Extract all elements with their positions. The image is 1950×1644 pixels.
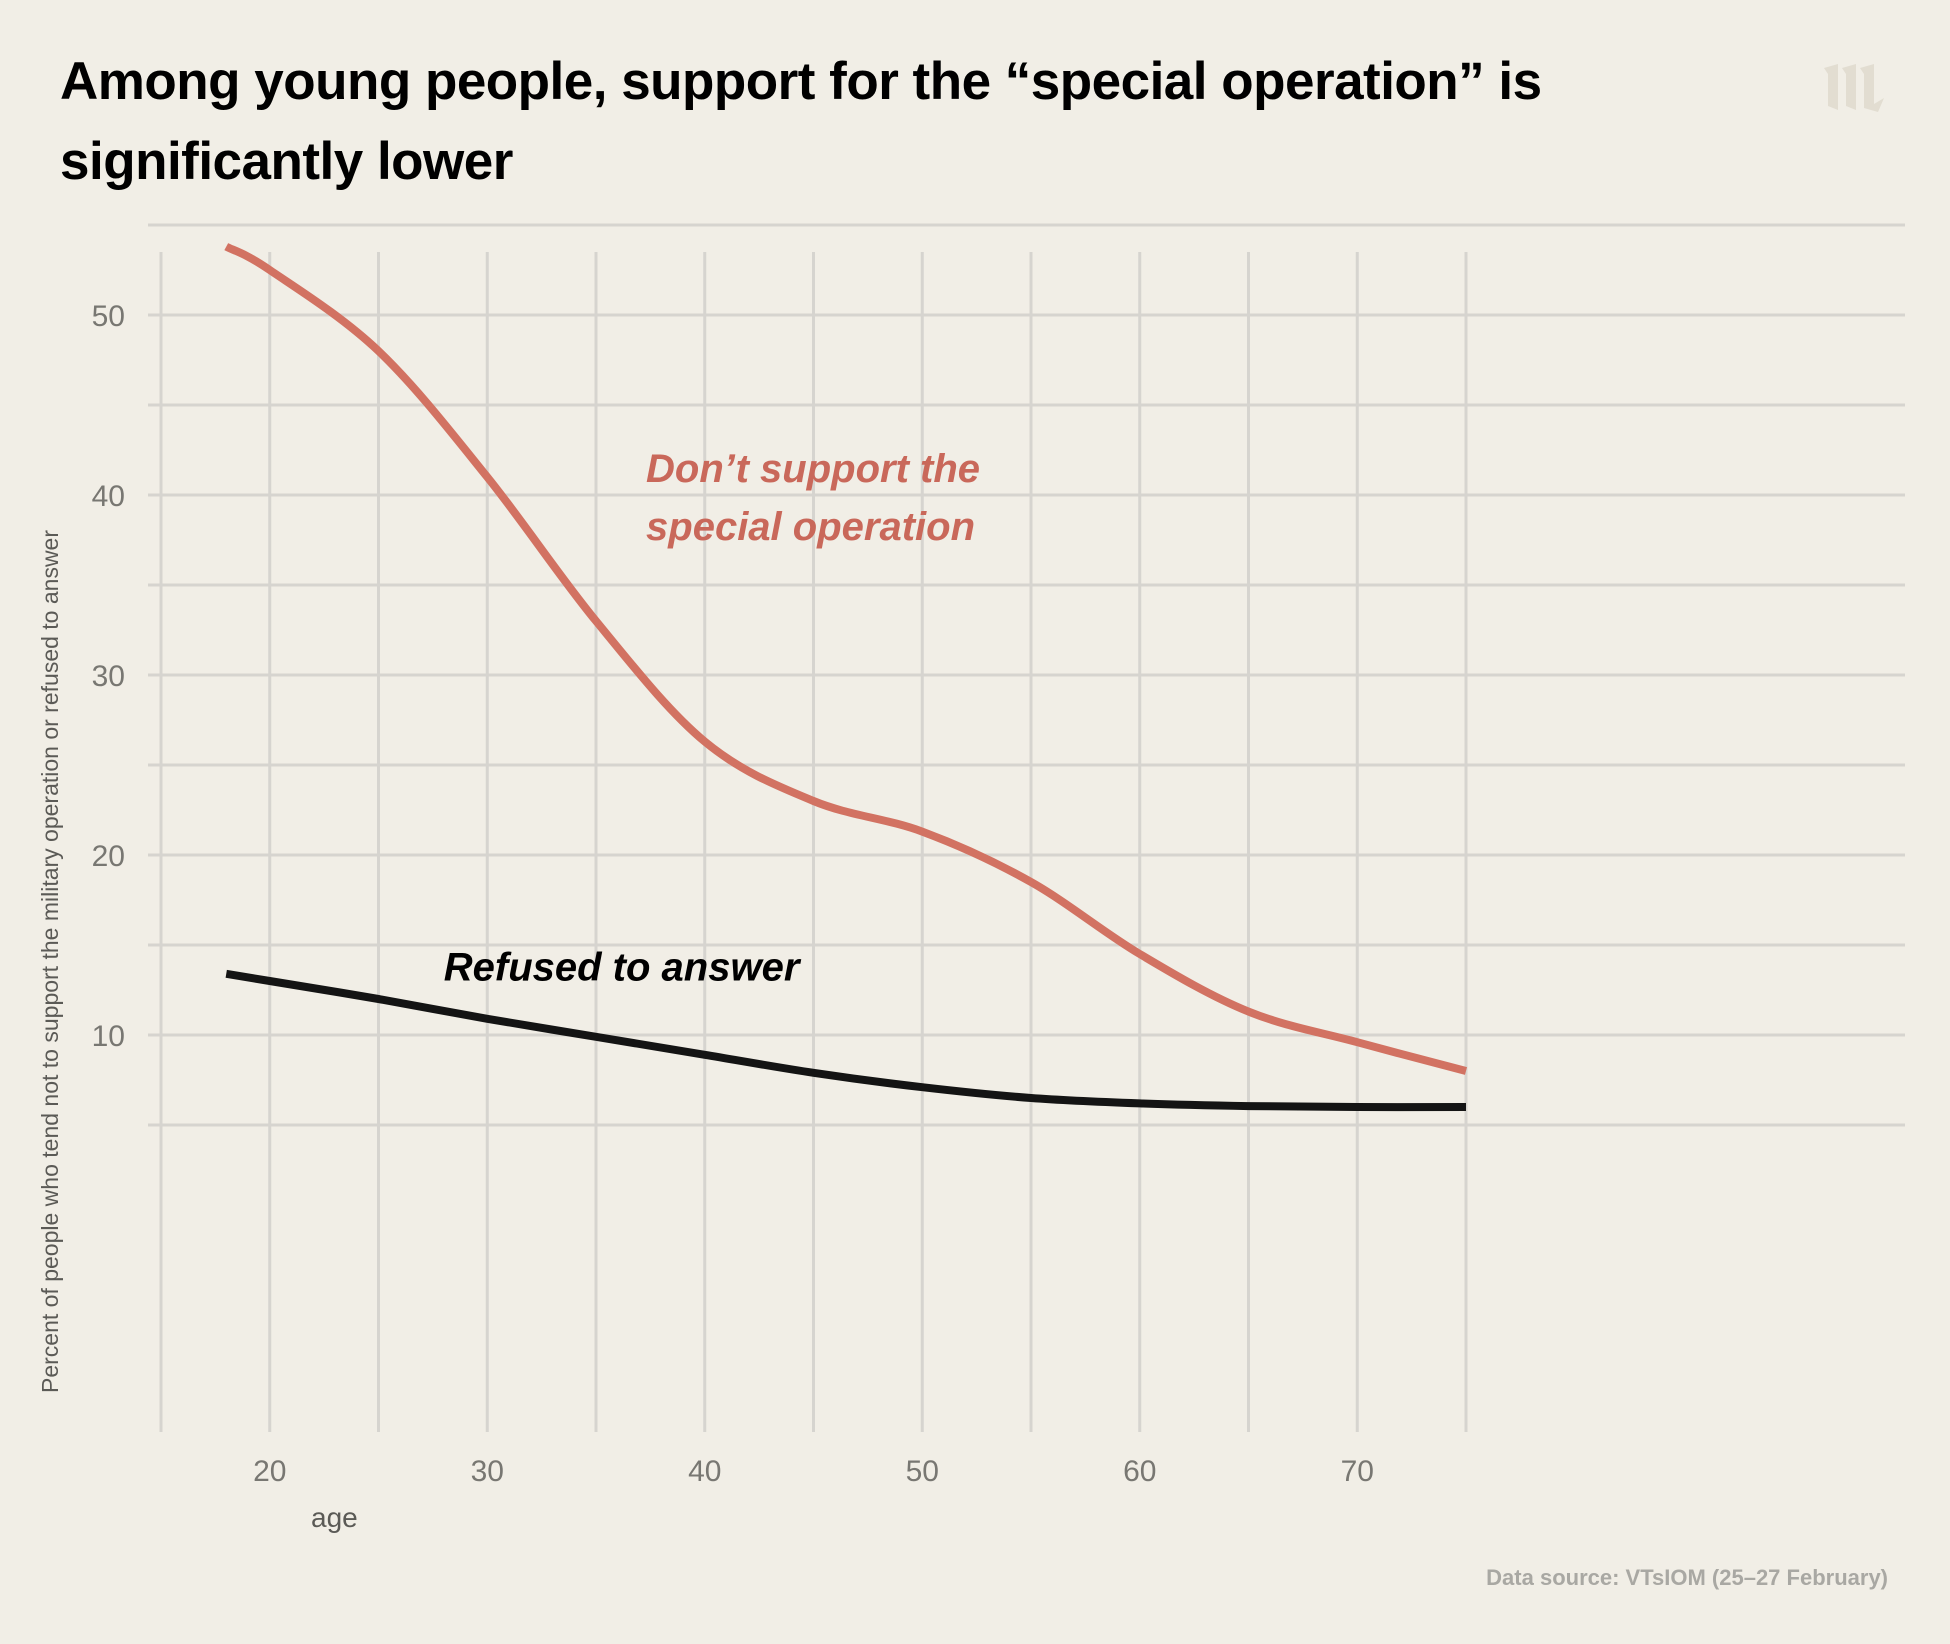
- y-tick-label: 50: [92, 300, 125, 333]
- x-tick-label: 20: [253, 1455, 286, 1488]
- logo-stroke-1: [1824, 64, 1838, 110]
- chart-title-line-1: Among young people, support for the “spe…: [60, 52, 1542, 111]
- x-tick-label: 40: [688, 1455, 721, 1488]
- meduza-logo-icon: [1824, 64, 1884, 112]
- y-tick-label: 40: [92, 480, 125, 513]
- annotation-refused-to-answer: Refused to answer: [444, 946, 802, 990]
- annotation-dont-support-line-2: special operation: [646, 505, 975, 549]
- x-tick-label: 70: [1341, 1455, 1374, 1488]
- series-lines: [224, 243, 1468, 1112]
- chart-title: Among young people, support for the “spe…: [60, 42, 1760, 202]
- x-tick-label: 60: [1123, 1455, 1156, 1488]
- series-line-dont-support: [224, 243, 1468, 1075]
- y-tick-label: 20: [92, 840, 125, 873]
- y-tick-label: 30: [92, 660, 125, 693]
- series-line-refused: [225, 969, 1467, 1112]
- annotation-dont-support-line-1: Don’t support the: [646, 447, 980, 491]
- y-axis-title: Percent of people who tend not to suppor…: [37, 530, 63, 1393]
- x-tick-label: 30: [471, 1455, 504, 1488]
- logo-stroke-2: [1842, 64, 1856, 110]
- x-tick-labels: 20 30 40 50 60 70: [253, 1455, 1374, 1488]
- x-gridlines: [159, 252, 1468, 1432]
- y-tick-labels: 10 20 30 40 50: [92, 300, 125, 1053]
- logo-stroke-3: [1860, 64, 1884, 112]
- x-axis-title: age: [311, 1502, 358, 1533]
- chart-title-line-2: significantly lower: [60, 132, 513, 191]
- y-tick-label: 10: [92, 1020, 125, 1053]
- x-tick-label: 50: [906, 1455, 939, 1488]
- y-gridlines: [148, 223, 1905, 1127]
- series-annotations: Don’t support the special operation Refu…: [444, 447, 980, 990]
- data-source-note: Data source: VTsIOM (25–27 February): [1486, 1565, 1888, 1590]
